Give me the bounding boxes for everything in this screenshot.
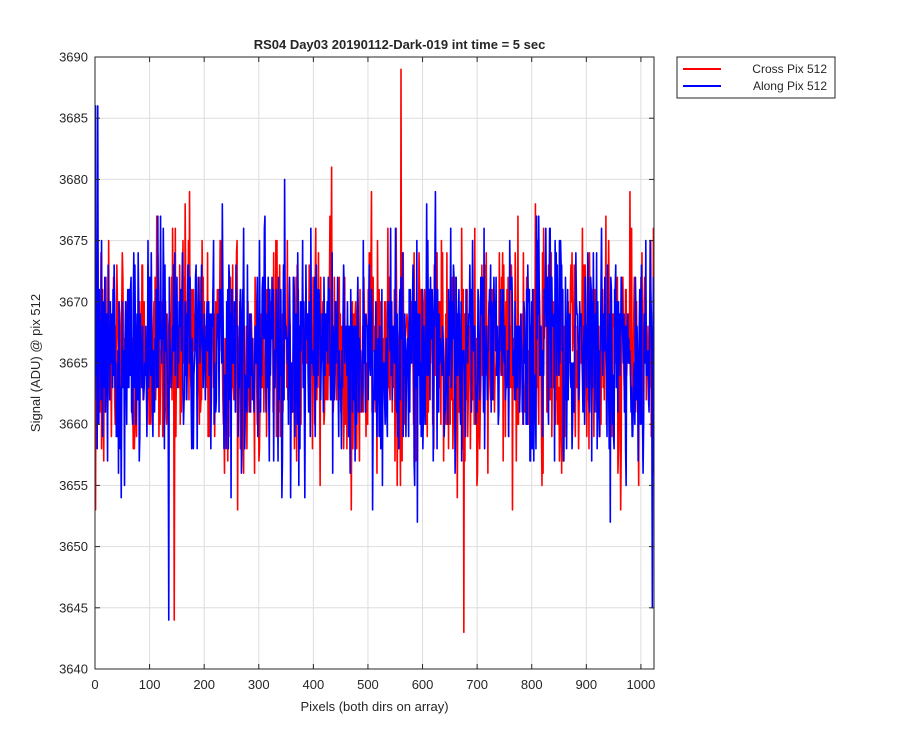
x-tick-label: 200 xyxy=(193,677,215,692)
x-tick-label: 600 xyxy=(412,677,434,692)
x-tick-label: 700 xyxy=(466,677,488,692)
x-tick-label: 1000 xyxy=(626,677,655,692)
x-tick-label: 900 xyxy=(575,677,597,692)
legend: Cross Pix 512 Along Pix 512 xyxy=(676,56,836,99)
y-tick-label: 3660 xyxy=(59,417,88,432)
series-layer xyxy=(95,68,654,634)
y-tick-label: 3650 xyxy=(59,539,88,554)
x-axis-label: Pixels (both dirs on array) xyxy=(300,699,448,714)
y-tick-label: 3690 xyxy=(59,50,88,65)
y-tick-label: 3670 xyxy=(59,294,88,309)
y-tick-label: 3655 xyxy=(59,478,88,493)
x-tick-label: 300 xyxy=(248,677,270,692)
y-tick-label: 3640 xyxy=(59,662,88,677)
legend-box xyxy=(676,56,836,99)
x-tick-label: 800 xyxy=(521,677,543,692)
y-tick-label: 3665 xyxy=(59,356,88,371)
x-tick-label: 0 xyxy=(91,677,98,692)
series-line-1 xyxy=(95,105,654,621)
x-tick-label: 400 xyxy=(303,677,325,692)
x-tick-label: 500 xyxy=(357,677,379,692)
y-tick-label: 3675 xyxy=(59,233,88,248)
y-axis-label: Signal (ADU) @ pix 512 xyxy=(28,294,43,432)
x-axis: 0 100 200 300 400 500 600 700 800 900 1000 xyxy=(91,57,655,692)
legend-label-cross: Cross Pix 512 xyxy=(752,62,827,76)
y-tick-label: 3680 xyxy=(59,172,88,187)
chart-title: RS04 Day03 20190112-Dark-019 int time = … xyxy=(254,37,546,52)
x-tick-label: 100 xyxy=(139,677,161,692)
y-tick-label: 3685 xyxy=(59,111,88,126)
y-axis: 3640 3645 3650 3655 3660 3665 3670 3675 3680 3685… xyxy=(59,50,654,677)
legend-label-along: Along Pix 512 xyxy=(753,79,827,93)
y-tick-label: 3645 xyxy=(59,600,88,615)
